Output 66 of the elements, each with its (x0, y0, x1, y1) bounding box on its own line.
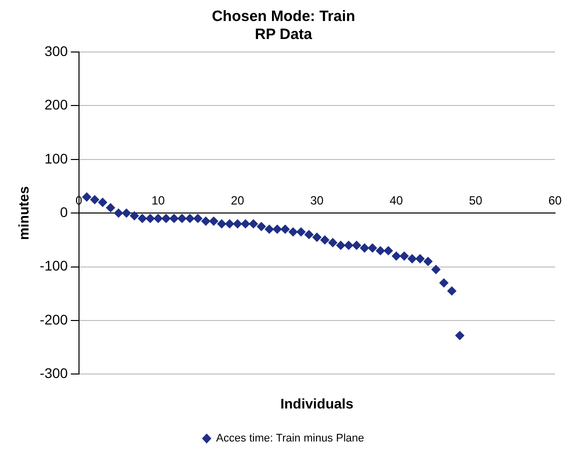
point (320, 235, 330, 244)
y-tick-label: -100 (40, 258, 68, 274)
point (209, 216, 218, 226)
point (360, 244, 370, 253)
point (240, 219, 250, 228)
x-tick-label: 20 (230, 194, 245, 208)
point (280, 224, 290, 234)
point (416, 254, 425, 264)
point (368, 244, 377, 253)
point (344, 240, 354, 250)
y-tick-label: 200 (44, 96, 68, 113)
point (98, 198, 108, 207)
point (248, 219, 258, 228)
point (272, 224, 282, 234)
point (193, 214, 202, 223)
legend-label: Acces time: Train minus Plane (216, 432, 364, 445)
point (114, 208, 123, 218)
y-tick-label: 100 (44, 150, 68, 166)
point (106, 203, 116, 212)
point (392, 252, 401, 261)
point (82, 192, 92, 202)
point (154, 214, 163, 223)
x-tick-label: 10 (152, 194, 166, 208)
point (384, 246, 393, 256)
point (439, 278, 448, 288)
point (146, 214, 155, 223)
point (138, 214, 147, 223)
point (90, 195, 100, 204)
point (264, 224, 274, 234)
point (312, 232, 322, 242)
y-tick-label: -300 (40, 365, 68, 382)
point (225, 219, 234, 228)
x-tick-label: 60 (548, 194, 562, 208)
point (201, 216, 210, 226)
point (170, 214, 179, 223)
x-tick-label: 30 (310, 194, 324, 208)
x-tick-label: 50 (468, 194, 483, 208)
chart-title: Chosen Mode: Train (212, 8, 356, 26)
x-axis-title: Individuals (280, 395, 354, 412)
point (162, 214, 171, 223)
point (217, 219, 226, 228)
point (130, 211, 139, 220)
point (336, 240, 346, 250)
point (122, 208, 131, 218)
point (376, 246, 385, 256)
point (288, 227, 298, 236)
point (296, 227, 306, 236)
point (328, 238, 338, 248)
y-axis-title: minutes (15, 186, 32, 240)
y-tick-label: 300 (44, 42, 68, 59)
y-tick-label: 0 (60, 204, 68, 220)
point (177, 214, 186, 223)
point (408, 254, 417, 264)
point (256, 222, 266, 232)
point (431, 264, 440, 274)
point (400, 252, 409, 261)
point (233, 219, 242, 228)
point (455, 331, 464, 340)
point (447, 286, 456, 296)
point (352, 240, 362, 250)
x-tick-label: 40 (390, 194, 404, 208)
point (304, 230, 314, 240)
chart-subtitle: RP Data (254, 26, 313, 44)
point (185, 214, 194, 223)
point (424, 256, 433, 266)
y-tick-label: -200 (40, 311, 68, 328)
